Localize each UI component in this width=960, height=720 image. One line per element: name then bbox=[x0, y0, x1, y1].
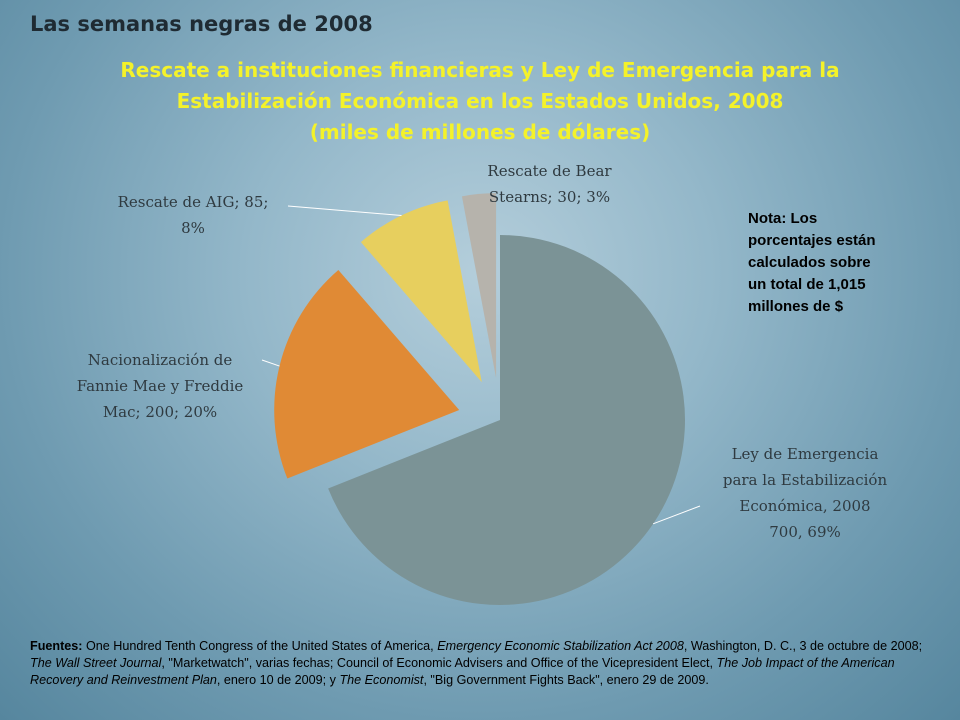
chart-title: Rescate a instituciones financieras y Le… bbox=[90, 55, 870, 148]
slice-label-fannie-line-2: Fannie Mae y Freddie bbox=[76, 377, 244, 395]
note-line-1: Nota: Los bbox=[748, 210, 818, 227]
sources-part-1: One Hundred Tenth Congress of the United… bbox=[82, 639, 438, 653]
sources-part-5: , "Marketwatch", varias fechas; Council … bbox=[161, 656, 717, 670]
slice-label-aig-line-1: Rescate de AIG; 85; bbox=[117, 193, 269, 211]
note-line-3: calculados sobre bbox=[748, 254, 871, 271]
leader-line-aig bbox=[287, 205, 402, 216]
chart-title-line-2: Estabilización Económica en los Estados … bbox=[176, 89, 784, 113]
chart-title-line-3: (miles de millones de dólares) bbox=[309, 120, 651, 144]
leader-line-ley-emergencia bbox=[652, 505, 701, 525]
sources-part-3: , Washington, D. C., 3 de octubre de 200… bbox=[683, 639, 923, 653]
slice-label-fannie-line-1: Nacionalización de bbox=[87, 351, 233, 369]
slice-label-bear-line-2: Stearns; 30; 3% bbox=[488, 188, 611, 206]
pie-slice-fannie-freddie bbox=[274, 269, 460, 479]
slice-label-ley-line-3: Económica, 2008 bbox=[739, 497, 871, 515]
sources-part-4: The Wall Street Journal bbox=[30, 656, 162, 670]
note-line-4: un total de 1,015 bbox=[748, 276, 866, 293]
note-line-5: millones de $ bbox=[748, 298, 844, 315]
chart-title-line-1: Rescate a instituciones financieras y Le… bbox=[120, 58, 840, 82]
sources-label: Fuentes: bbox=[30, 639, 83, 653]
sources-part-2: Emergency Economic Stabilization Act 200… bbox=[437, 639, 684, 653]
slice-label-ley-line-4: 700, 69% bbox=[769, 523, 841, 541]
pie-slice-ley-emergencia bbox=[328, 235, 685, 605]
slice-label-bear-line-1: Rescate de Bear bbox=[487, 162, 612, 180]
sources-part-9: , "Big Government Fights Back", enero 29… bbox=[423, 673, 709, 687]
slide-title: Las semanas negras de 2008 bbox=[30, 12, 373, 36]
slice-label-bear-stearns: Rescate de Bear Stearns; 30; 3% bbox=[462, 158, 637, 210]
sources-part-8: The Economist bbox=[339, 673, 424, 687]
slice-label-ley-line-1: Ley de Emergencia bbox=[731, 445, 879, 463]
note-box: Nota: Los porcentajes están calculados s… bbox=[748, 208, 938, 318]
slice-label-ley-emergencia: Ley de Emergencia para la Estabilización… bbox=[690, 441, 920, 545]
slice-label-fannie-line-3: Mac; 200; 20% bbox=[102, 403, 218, 421]
slice-label-ley-line-2: para la Estabilización bbox=[722, 471, 888, 489]
sources-text: Fuentes: One Hundred Tenth Congress of t… bbox=[30, 638, 935, 689]
pie-slice-aig bbox=[360, 200, 482, 383]
pie-slice-bear-stearns bbox=[461, 193, 497, 379]
sources-part-6: The Job Impact of the American Recovery … bbox=[30, 656, 895, 687]
sources-part-7: , enero 10 de 2009; y bbox=[216, 673, 340, 687]
slice-label-aig: Rescate de AIG; 85; 8% bbox=[98, 189, 288, 241]
slice-label-fannie-freddie: Nacionalización de Fannie Mae y Freddie … bbox=[55, 347, 265, 425]
slice-label-aig-line-2: 8% bbox=[181, 219, 205, 237]
note-line-2: porcentajes están bbox=[748, 232, 876, 249]
leader-line-fannie-freddie bbox=[261, 359, 280, 367]
